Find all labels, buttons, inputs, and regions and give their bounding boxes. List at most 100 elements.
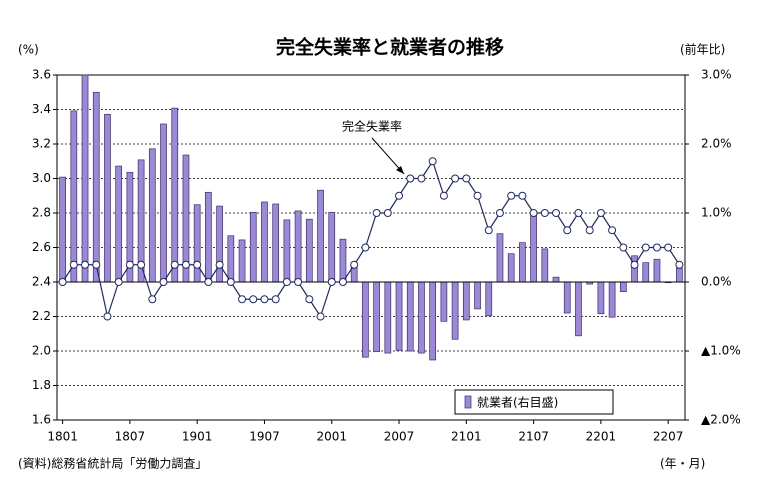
line-marker	[204, 278, 213, 286]
line-marker	[271, 295, 280, 304]
bar	[227, 235, 235, 283]
line-marker	[462, 174, 471, 183]
bar	[193, 204, 201, 283]
legend-swatch	[464, 395, 472, 409]
y2-tick-label: 0.0%	[701, 275, 732, 289]
source: (資料)総務省統計局「労働力調査」	[18, 456, 207, 471]
plot-frame	[56, 74, 686, 421]
x-tick-label: 2001	[316, 430, 347, 444]
bar	[171, 107, 179, 283]
y-tick-label: 3.2	[32, 137, 51, 151]
y-tick-label: 2.4	[32, 275, 51, 289]
y-tick-label: 3.4	[32, 102, 51, 116]
line-marker	[630, 260, 639, 269]
line-marker	[574, 209, 583, 217]
x-tick-label: 2107	[518, 430, 549, 444]
bar	[238, 239, 246, 283]
bar	[676, 267, 683, 283]
y2-tick-label: 1.0%	[701, 206, 732, 220]
bar	[216, 205, 223, 283]
bar	[384, 281, 392, 354]
line-marker	[518, 191, 527, 200]
x-tick-label: 1801	[47, 430, 78, 444]
bar	[104, 113, 111, 283]
line-marker	[664, 243, 673, 252]
line-marker	[125, 260, 134, 269]
bar	[462, 281, 470, 321]
line-marker	[428, 157, 437, 166]
bar	[496, 233, 504, 283]
line-marker	[350, 260, 359, 269]
y-tick-label: 2.0	[32, 344, 51, 358]
line-marker	[249, 295, 258, 304]
y2-axis-label: (前年比)	[680, 42, 725, 57]
line-marker	[238, 295, 247, 304]
line-marker	[148, 295, 157, 304]
line-marker	[675, 260, 684, 269]
bar	[563, 281, 571, 314]
bar	[619, 281, 627, 293]
bar	[608, 281, 616, 318]
line-marker	[451, 174, 460, 183]
line-marker	[619, 243, 628, 252]
line-marker	[372, 209, 381, 217]
line-marker	[596, 209, 605, 217]
bar	[81, 74, 89, 283]
bar	[70, 110, 78, 283]
bar	[519, 242, 526, 283]
bar	[305, 218, 313, 283]
y-tick-label: 1.8	[32, 378, 51, 392]
line-marker	[395, 191, 404, 200]
x-tick-label: 1901	[182, 430, 213, 444]
line-marker	[383, 209, 392, 217]
bar	[205, 191, 212, 283]
bar	[451, 281, 459, 340]
bar	[474, 281, 481, 310]
line-marker	[215, 260, 224, 269]
y2-tick-label: ▲2.0%	[701, 413, 741, 427]
chart-title: 完全失業率と就業者の推移	[276, 36, 504, 59]
bar	[339, 238, 347, 283]
line-marker	[361, 243, 370, 252]
x-tick-label: 2007	[384, 430, 415, 444]
bar	[653, 258, 661, 283]
line-marker	[81, 260, 90, 269]
line-marker	[406, 174, 415, 183]
y-tick-label: 1.6	[32, 413, 51, 427]
bar	[429, 281, 437, 361]
annotation: 完全失業率	[342, 119, 402, 134]
line-marker	[417, 174, 426, 183]
line-marker	[540, 209, 549, 217]
line-marker	[103, 312, 112, 321]
line-marker	[114, 278, 123, 286]
bar	[261, 201, 268, 283]
line-marker	[484, 226, 493, 235]
bar	[541, 248, 549, 283]
bar	[160, 123, 167, 283]
y-tick-label: 3.0	[32, 171, 51, 185]
bar	[272, 203, 280, 283]
y2-tick-label: 3.0%	[701, 68, 732, 82]
bar	[317, 189, 324, 283]
line-marker	[439, 191, 448, 200]
bar	[642, 262, 650, 283]
line-marker	[529, 209, 538, 217]
y-axis-label: (%)	[18, 43, 39, 57]
bar	[485, 281, 493, 317]
bar	[552, 276, 560, 283]
line-marker	[552, 209, 561, 217]
line-marker	[507, 191, 516, 200]
y2-tick-label: ▲1.0%	[701, 344, 741, 358]
line-marker	[652, 243, 661, 252]
line-marker	[69, 260, 78, 269]
line-marker	[305, 295, 314, 304]
bar	[440, 281, 448, 322]
line-marker	[159, 278, 168, 286]
line-marker	[473, 191, 482, 200]
bar	[294, 210, 302, 283]
x-tick-label: 2207	[653, 430, 684, 444]
line-marker	[495, 209, 504, 217]
line-marker	[137, 260, 146, 269]
y-tick-label: 2.6	[32, 240, 51, 254]
